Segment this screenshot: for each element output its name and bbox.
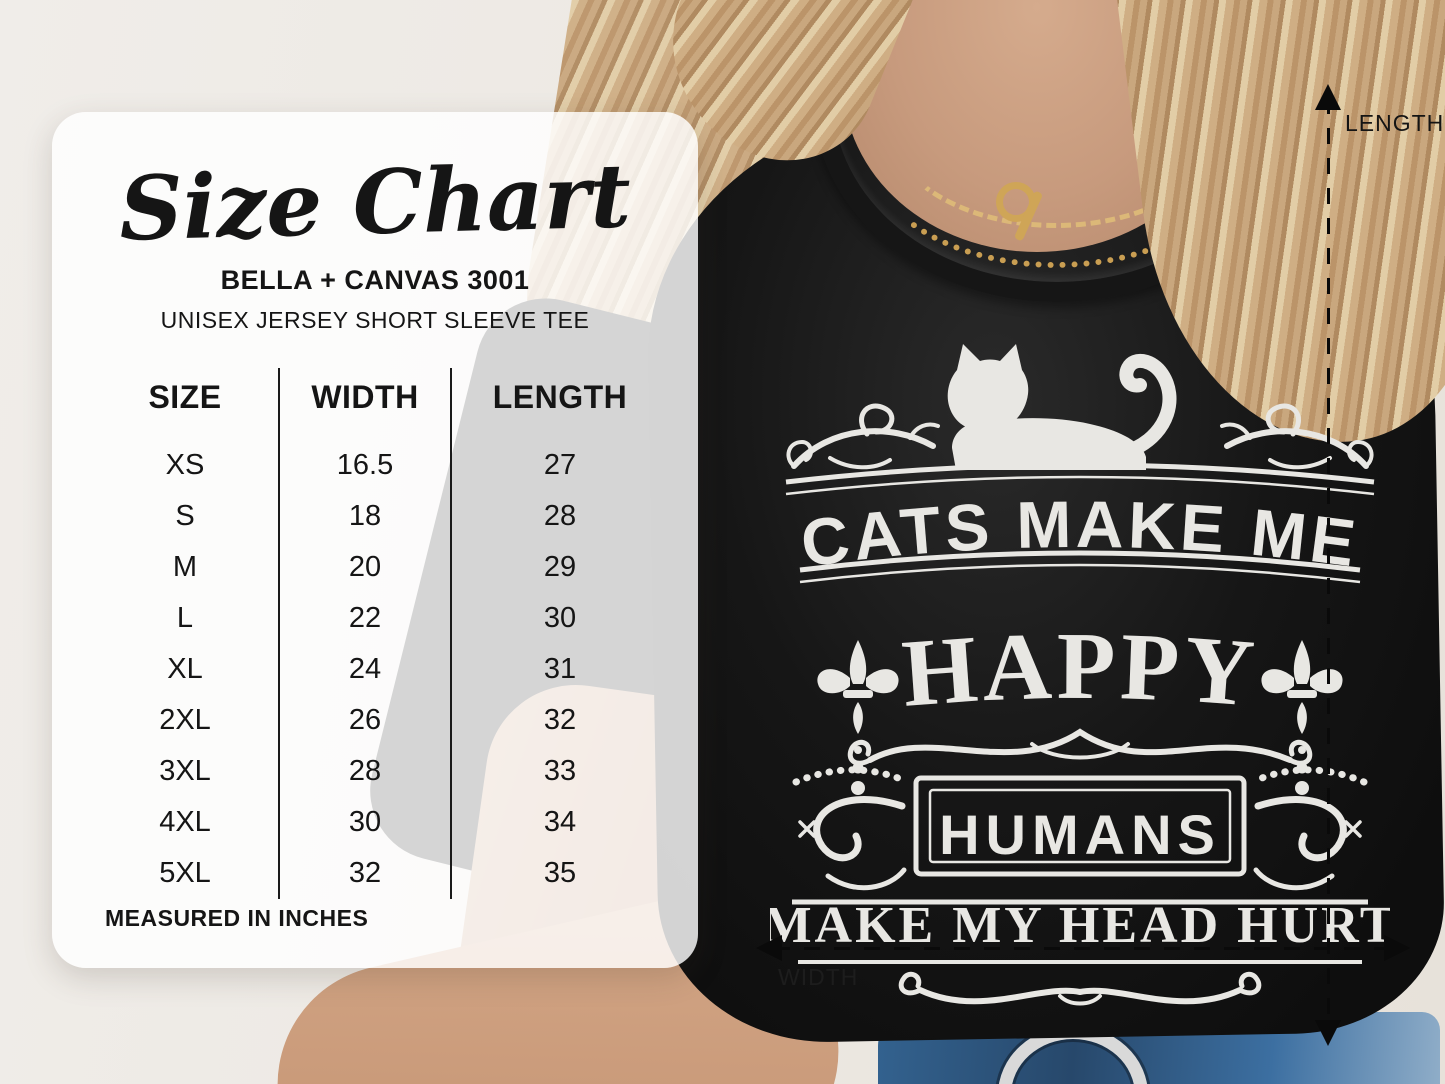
scroll-flourish-icon [1222, 406, 1372, 467]
design-footer: MAKE MY HEAD HURT [770, 897, 1390, 1004]
frame-box: HUMANS [916, 778, 1244, 874]
size-cell: 5XL [92, 848, 280, 899]
size-table: SIZE WIDTH LENGTH XS 16.5 27 S 18 28 M 2… [92, 368, 668, 899]
width-cell: 26 [280, 695, 452, 746]
size-cell: 4XL [92, 797, 280, 848]
side-ornament-icon [796, 770, 904, 888]
width-dashed-line [774, 947, 1386, 950]
width-cell: 30 [280, 797, 452, 848]
size-cell: M [92, 542, 280, 593]
design-line-1: CATS MAKE ME [797, 487, 1364, 581]
width-cell: 32 [280, 848, 452, 899]
column-header-size: SIZE [92, 368, 280, 440]
size-cell: 2XL [92, 695, 280, 746]
length-cell: 31 [543, 653, 577, 685]
fleur-de-lis-icon [817, 640, 899, 734]
column-header-width: WIDTH [280, 368, 452, 440]
size-cell: XL [92, 644, 280, 695]
length-cell: 27 [543, 449, 577, 481]
width-cell: 16.5 [280, 440, 452, 491]
design-line-3: HUMANS [939, 803, 1221, 866]
size-cell: XS [92, 440, 280, 491]
fleur-de-lis-icon [1261, 640, 1343, 734]
brand-name: BELLA + CANVAS 3001 [220, 265, 530, 295]
length-cell: 33 [543, 755, 577, 787]
size-cell: 3XL [92, 746, 280, 797]
card-title: Size Chart [117, 143, 633, 261]
size-cell: L [92, 593, 280, 644]
product-name: UNISEX JERSEY SHORT SLEEVE TEE [160, 307, 590, 333]
width-cell: 20 [280, 542, 452, 593]
length-cell: 30 [543, 602, 577, 634]
arrow-down-icon [1315, 1020, 1341, 1046]
swirl-bracket-icon [850, 732, 1310, 763]
arrow-right-icon [1384, 935, 1410, 961]
arched-rules [786, 465, 1374, 582]
size-chart-card: Size Chart BELLA + CANVAS 3001 UNISEX JE… [52, 112, 698, 968]
column-header-length: LENGTH [492, 378, 628, 415]
side-ornament-icon [1256, 770, 1364, 888]
length-cell: 34 [543, 806, 577, 838]
length-label: LENGTH [1345, 110, 1445, 136]
design-line-2: HAPPY [899, 612, 1262, 727]
scroll-flourish-icon [788, 406, 938, 467]
width-cell: 24 [280, 644, 452, 695]
bottom-flourish-icon [901, 974, 1259, 1003]
arrow-up-icon [1315, 84, 1341, 110]
length-cell: 32 [543, 704, 577, 736]
width-cell: 28 [280, 746, 452, 797]
size-cell: S [92, 491, 280, 542]
length-cell: 28 [543, 500, 577, 532]
arrow-left-icon [756, 935, 782, 961]
cat-silhouette-icon [947, 344, 1170, 470]
length-cell: 35 [543, 857, 577, 889]
width-cell: 18 [280, 491, 452, 542]
design-line-4: MAKE MY HEAD HURT [770, 897, 1390, 954]
length-dashed-line [1327, 98, 1330, 1023]
length-cell: 29 [543, 551, 577, 583]
tshirt-print: CATS MAKE ME HAPPY HUMANS [770, 344, 1390, 1020]
necklace-chain [864, 28, 1248, 268]
dot-ornament [851, 746, 1309, 795]
width-cell: 22 [280, 593, 452, 644]
units-note: MEASURED IN INCHES [105, 905, 369, 931]
width-label: WIDTH [778, 964, 859, 990]
